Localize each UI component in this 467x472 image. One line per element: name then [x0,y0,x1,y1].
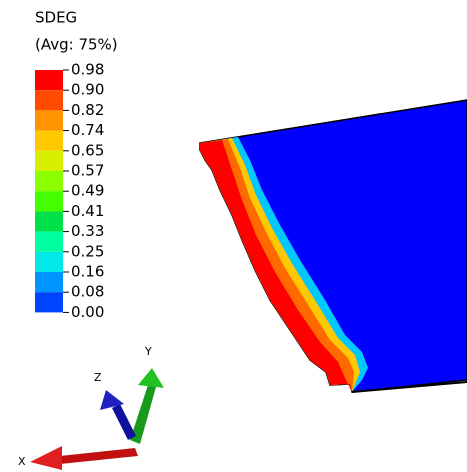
legend-label: 0.57 [71,162,104,180]
legend-subtitle: (Avg: 75%) [35,36,118,54]
color-band [35,211,63,231]
axis-triad: X Y Z [18,345,164,470]
legend-label: 0.49 [71,182,104,200]
mesh [200,100,467,392]
legend-label: 0.00 [71,303,104,321]
legend-label: 0.74 [71,121,104,139]
color-band [35,292,63,312]
legend-label: 0.08 [71,283,104,301]
legend-label: 0.65 [71,141,104,159]
legend-label: 0.98 [71,61,104,79]
color-band [35,252,63,272]
legend-title: SDEG [35,9,77,27]
viewport: SDEG (Avg: 75%) 0.98 0.90 0.82 0.74 0.65 0.57… [0,0,467,472]
legend-label: 0.25 [71,242,104,260]
x-axis-label: X [18,455,26,468]
color-bar: 0.98 0.90 0.82 0.74 0.65 0.57 0.49 0.41 0.33 0.25… [35,61,104,321]
color-band [35,70,63,90]
color-band [35,171,63,191]
legend-label: 0.33 [71,222,104,240]
color-band [35,151,63,171]
legend-label: 0.90 [71,81,104,99]
z-axis-label: Z [94,371,102,384]
legend-label: 0.82 [71,101,104,119]
color-band [35,272,63,292]
color-band [35,110,63,130]
color-band [35,232,63,252]
legend-label: 0.41 [71,202,104,220]
color-band [35,90,63,110]
color-band [35,191,63,211]
legend-label: 0.16 [71,263,104,281]
y-axis-label: Y [144,345,152,358]
color-band [35,131,63,151]
